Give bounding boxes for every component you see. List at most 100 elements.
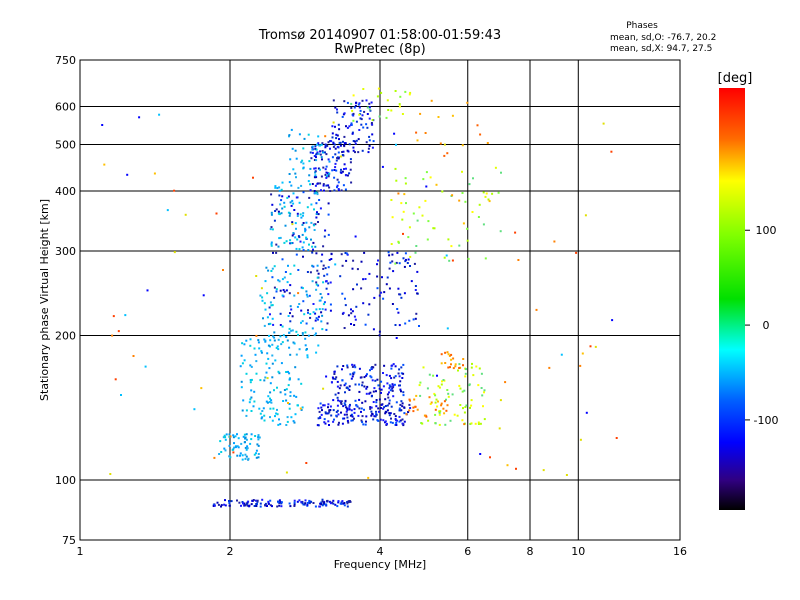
- data-point: [323, 274, 326, 277]
- data-point: [387, 109, 390, 111]
- data-point: [374, 379, 377, 382]
- data-point: [325, 176, 328, 179]
- data-point: [459, 404, 462, 406]
- data-point: [461, 419, 464, 422]
- data-point: [436, 374, 438, 377]
- data-point: [373, 415, 376, 418]
- colorbar: [719, 88, 745, 510]
- data-point: [370, 122, 373, 124]
- data-point: [286, 196, 289, 199]
- data-point: [361, 421, 364, 424]
- data-point: [311, 327, 314, 330]
- data-point: [366, 385, 369, 388]
- data-point: [500, 171, 502, 174]
- data-point: [388, 287, 391, 290]
- data-point: [342, 150, 345, 153]
- data-point: [338, 141, 341, 144]
- data-point: [325, 375, 328, 378]
- data-point: [293, 505, 296, 507]
- data-point: [370, 123, 373, 126]
- data-point: [337, 123, 340, 126]
- data-point: [307, 334, 310, 337]
- data-point: [320, 260, 323, 263]
- data-point: [293, 503, 296, 506]
- data-point: [308, 160, 311, 163]
- data-point: [325, 153, 328, 156]
- data-point: [329, 281, 332, 284]
- data-point: [491, 192, 494, 195]
- data-point: [472, 177, 474, 180]
- data-point: [305, 221, 308, 224]
- data-point: [330, 414, 333, 417]
- data-point: [437, 116, 440, 118]
- data-point: [450, 245, 453, 248]
- data-point: [331, 501, 334, 504]
- data-point: [312, 311, 315, 314]
- data-point: [400, 400, 403, 403]
- data-point: [358, 102, 361, 105]
- data-point: [222, 269, 224, 271]
- data-point: [575, 251, 578, 254]
- data-point: [324, 151, 326, 154]
- data-point: [290, 416, 293, 419]
- data-point: [184, 213, 187, 216]
- data-point: [444, 362, 447, 364]
- x-tick-label: 6: [464, 545, 471, 558]
- data-point: [144, 365, 147, 368]
- data-point: [264, 340, 267, 343]
- data-point: [277, 210, 280, 213]
- data-point: [347, 387, 350, 390]
- data-point: [290, 242, 293, 245]
- data-point: [293, 209, 296, 211]
- data-point: [304, 227, 307, 230]
- data-point: [366, 113, 369, 115]
- data-point: [565, 474, 568, 476]
- data-point: [326, 273, 329, 276]
- data-point: [259, 379, 262, 382]
- data-point: [357, 151, 360, 154]
- data-point: [386, 404, 389, 407]
- data-point: [345, 259, 348, 262]
- data-point: [275, 346, 278, 349]
- data-point: [365, 99, 368, 102]
- data-point: [344, 404, 347, 406]
- data-point: [395, 143, 397, 146]
- data-point: [228, 501, 231, 504]
- data-point: [266, 292, 269, 295]
- data-point: [368, 108, 371, 111]
- data-point: [289, 158, 292, 161]
- data-point: [233, 442, 235, 445]
- data-point: [274, 359, 277, 362]
- data-point: [232, 434, 235, 437]
- data-point: [448, 259, 451, 262]
- data-point: [332, 499, 335, 502]
- data-point: [267, 344, 270, 347]
- data-point: [450, 358, 453, 361]
- chart-title: Tromsø 20140907 01:58:00-01:59:43: [258, 28, 501, 43]
- data-point: [268, 400, 271, 403]
- data-point: [368, 272, 371, 275]
- data-point: [327, 266, 330, 269]
- data-point: [390, 109, 393, 112]
- data-point: [351, 363, 354, 366]
- data-point: [289, 305, 292, 308]
- data-point: [241, 458, 244, 461]
- data-point: [346, 413, 348, 416]
- data-point: [447, 392, 450, 395]
- data-point: [401, 218, 404, 221]
- data-point: [247, 500, 250, 503]
- data-point: [261, 498, 264, 501]
- data-point: [430, 401, 433, 404]
- data-point: [425, 185, 428, 188]
- data-point: [379, 407, 382, 409]
- data-point: [342, 311, 345, 314]
- data-point: [242, 435, 245, 438]
- data-point: [383, 291, 386, 294]
- data-point: [253, 390, 256, 393]
- data-point: [398, 105, 401, 108]
- data-point: [288, 173, 291, 175]
- data-point: [394, 324, 397, 326]
- data-point: [346, 126, 349, 129]
- data-point: [350, 102, 353, 105]
- data-point: [300, 408, 303, 411]
